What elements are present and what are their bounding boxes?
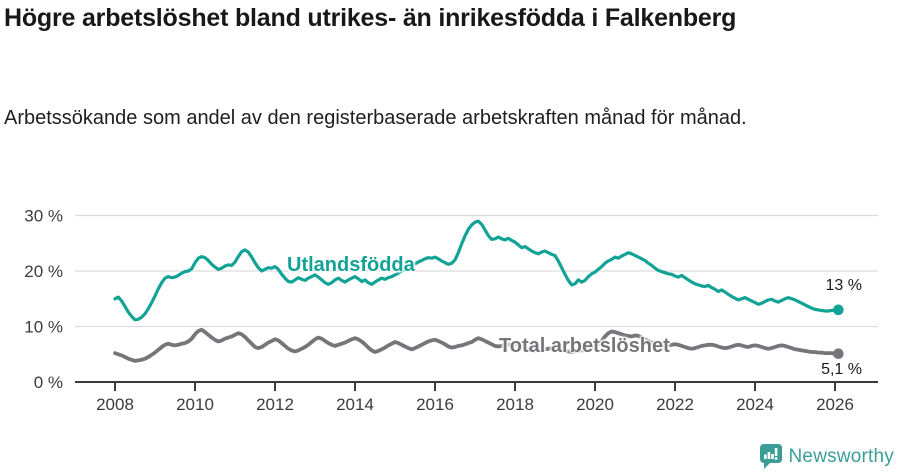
x-axis-label: 2010 (176, 395, 214, 414)
x-axis-label: 2016 (416, 395, 454, 414)
x-axis-label: 2018 (496, 395, 534, 414)
end-value-label-total: 5,1 % (821, 361, 862, 378)
x-axis-label: 2008 (96, 395, 134, 414)
x-axis-label: 2026 (816, 395, 854, 414)
x-axis-label: 2024 (736, 395, 774, 414)
y-axis-label: 10 % (24, 318, 63, 337)
chart-subtitle: Arbetssökande som andel av den registerb… (4, 107, 747, 129)
y-axis-label: 0 % (34, 373, 63, 392)
x-axis-label: 2014 (336, 395, 374, 414)
series-line-1 (113, 327, 841, 363)
x-axis-label: 2020 (576, 395, 614, 414)
newsworthy-wordmark: Newsworthy (788, 445, 894, 467)
chart-title: Högre arbetslöshet bland utrikes- än inr… (4, 4, 737, 32)
x-axis-label: 2012 (256, 395, 294, 414)
newsworthy-logo[interactable]: Newsworthy (759, 444, 894, 469)
series-end-dot-0 (833, 304, 844, 316)
x-axis-label: 2022 (656, 395, 694, 414)
y-axis-label: 30 % (24, 207, 63, 226)
series-end-dot-1 (833, 348, 844, 359)
newsworthy-bubble-chart-icon (759, 444, 782, 469)
end-value-label-utlandsfodda: 13 % (825, 277, 862, 294)
series-line-0 (113, 219, 840, 322)
series-label-utlandsfodda: Utlandsfödda (287, 254, 415, 276)
y-axis-label: 20 % (24, 262, 63, 281)
series-label-total-arbetsloshet: Total arbetslöshet (499, 335, 670, 357)
